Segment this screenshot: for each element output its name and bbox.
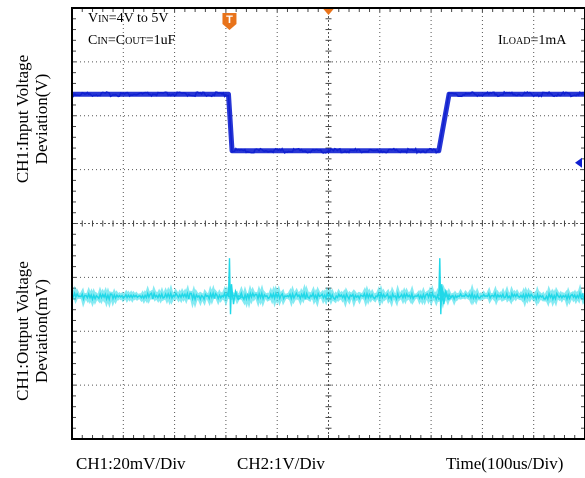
waveform-traces: [70, 90, 585, 315]
capacitor-annotation: CIN=COUT=1uF: [88, 33, 176, 48]
output-transient-spike: [227, 258, 243, 315]
vin-annotation: VIN=4V to 5V: [88, 11, 169, 26]
load-current-annotation: ILOAD=1mA: [498, 33, 567, 48]
graticule-grid: [71, 7, 585, 440]
y-axis-label-upper: CH1:Input Voltage Deviation(V): [13, 54, 51, 184]
output-voltage-trace: [71, 290, 585, 303]
y-axis-label-lower: CH1:Output Voltage Deviation(mV): [13, 261, 51, 401]
trigger-badge-label: T: [226, 14, 233, 26]
ch1-scale-label: CH1:20mV/Div: [76, 454, 186, 473]
trigger-badge: T: [222, 13, 237, 30]
time-scale-label: Time(100us/Div): [446, 454, 564, 473]
plot-frame: [71, 7, 585, 440]
scope-markers: T: [222, 8, 582, 168]
channel-position-marker: [575, 157, 582, 168]
trigger-badge-shape: [222, 13, 237, 30]
output-transient-spike: [438, 258, 454, 315]
input-voltage-trace: [72, 91, 585, 154]
ch2-scale-label: CH2:1V/Div: [237, 454, 325, 473]
trigger-position-marker: [322, 8, 335, 15]
input-voltage-noise: [71, 90, 584, 155]
